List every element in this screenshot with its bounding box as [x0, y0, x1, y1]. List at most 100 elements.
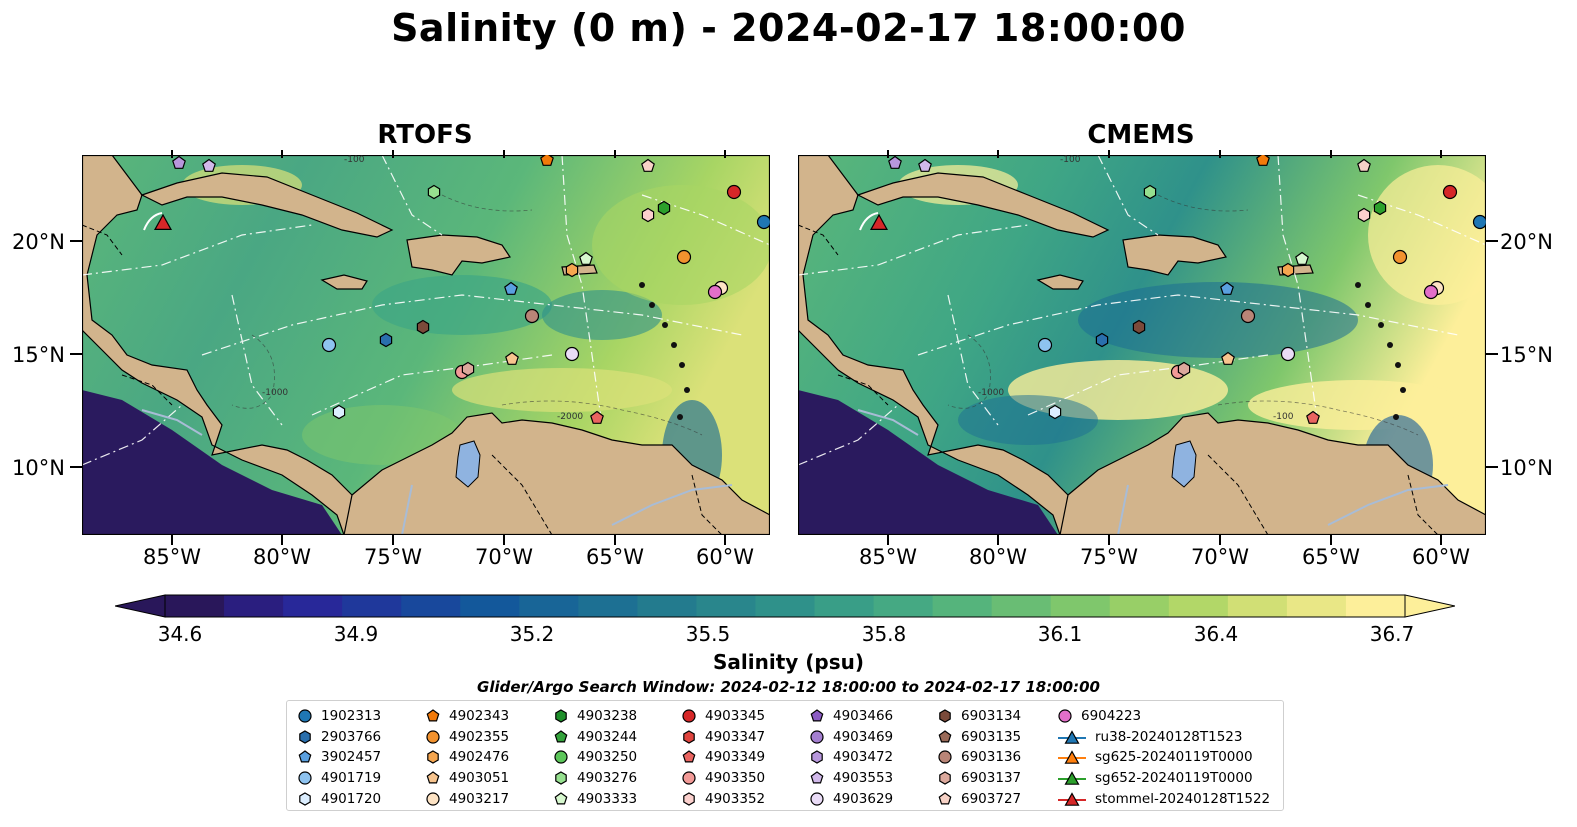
legend-label: 4901719 — [321, 770, 382, 787]
country-borders — [82, 224, 723, 535]
hispaniola — [1122, 234, 1227, 276]
argo-float-marker — [1095, 332, 1109, 348]
legend-column: 4903466 4903469 4903472 4903553 4903629 — [809, 706, 893, 809]
salinity-patch — [592, 185, 770, 305]
legend-item: 4903250 — [553, 747, 637, 768]
argo-float-marker — [416, 319, 430, 335]
legend-label: 4903350 — [705, 770, 766, 787]
legend-item: 6903727 — [937, 788, 1021, 809]
colorbar-segment — [755, 595, 816, 617]
legend-marker-icon — [810, 771, 824, 784]
float-markers — [869, 155, 1486, 424]
argo-float-marker — [657, 200, 671, 216]
legend-label: 4901720 — [321, 790, 382, 807]
colorbar-segment — [401, 595, 461, 617]
argo-float-marker — [461, 361, 475, 377]
map-cmems[interactable]: -100 -1000 -100 — [798, 155, 1486, 535]
bathy-label: -2000 — [557, 412, 583, 422]
legend-marker-icon — [938, 730, 952, 743]
legend-item: 4903244 — [553, 727, 637, 748]
argo-float-marker — [676, 249, 692, 265]
legend-label: 4903276 — [577, 770, 638, 787]
lat-tick-label-left: 15°N — [12, 343, 65, 367]
legend-label: 6903134 — [961, 708, 1022, 725]
colorbar-segment — [1109, 595, 1170, 617]
argo-float-marker — [1220, 281, 1234, 295]
argo-float-marker — [756, 214, 770, 230]
legend-label: 4903466 — [833, 708, 894, 725]
lon-tick-label: 85°W — [143, 545, 201, 569]
legend-item: 6903135 — [937, 727, 1021, 748]
legend-item: 6904223 — [1057, 706, 1270, 727]
legend-item: 4902355 — [425, 727, 509, 748]
salinity-patch — [1368, 165, 1486, 305]
search-window-text: Glider/Argo Search Window: 2024-02-12 18… — [477, 678, 1100, 696]
legend-item: 4903217 — [425, 788, 509, 809]
colorbar-tick-label: 36.7 — [1369, 622, 1415, 646]
legend-label: 4903469 — [833, 728, 894, 745]
legend-label: 6903727 — [961, 790, 1022, 807]
panel-title-rtofs: RTOFS — [377, 120, 473, 150]
legend-column: 6903134 6903135 6903136 6903137 6903727 — [937, 706, 1021, 809]
colorbar-segment — [1050, 595, 1111, 617]
colorbar-segment — [519, 595, 579, 617]
lon-tick-label: 85°W — [859, 545, 917, 569]
argo-float-marker — [379, 332, 393, 348]
argo-float-marker — [1048, 404, 1062, 420]
legend-item: 4901719 — [297, 768, 381, 789]
lon-tick-label: 70°W — [475, 545, 533, 569]
colorbar-segment — [1168, 595, 1229, 617]
colorbar-frame — [164, 594, 1406, 618]
axis-ticks — [70, 150, 1498, 545]
map-rtofs[interactable]: -100 -1000 -2000 — [82, 155, 770, 535]
legend-item: 4903347 — [681, 727, 765, 748]
pacific-ocean — [82, 390, 342, 535]
legend-label: 4903352 — [705, 790, 766, 807]
legend: 1902313 2903766 3902457 4901719 4901720 49023… — [286, 700, 1284, 811]
argo-float-marker — [579, 251, 593, 265]
legend-marker-icon — [426, 792, 440, 806]
legend-item: sg625-20240119T0000 — [1057, 747, 1270, 768]
colorbar-segment — [283, 595, 343, 617]
legend-marker-icon — [682, 709, 696, 723]
colorbar-tick-label: 34.6 — [157, 622, 203, 646]
legend-marker-icon — [427, 750, 439, 765]
legend-label: 4903349 — [705, 749, 766, 766]
panel-title-cmems: CMEMS — [1087, 120, 1195, 150]
cuba — [856, 172, 1110, 238]
colorbar-label: Salinity (psu) — [712, 650, 864, 674]
lon-tick-label: 80°W — [969, 545, 1027, 569]
legend-label: ru38-20240128T1523 — [1095, 728, 1243, 745]
lake-maracaibo — [455, 440, 481, 488]
legend-label: 4903347 — [705, 728, 766, 745]
legend-item: 4902476 — [425, 747, 509, 768]
colorbar-segment — [873, 595, 934, 617]
legend-item: 1902313 — [297, 706, 381, 727]
argo-float-marker — [590, 410, 604, 424]
lon-tick-label: 60°W — [696, 545, 754, 569]
legend-marker-icon — [1058, 771, 1086, 785]
lesser-antilles — [1355, 282, 1406, 420]
bathy-label: -100 — [1060, 155, 1081, 165]
salinity-patch — [958, 395, 1098, 445]
legend-marker-icon — [554, 730, 568, 743]
argo-float-marker — [1143, 184, 1157, 200]
jamaica — [320, 274, 368, 290]
south-america — [343, 412, 770, 535]
legend-label: 6903137 — [961, 770, 1022, 787]
legend-marker-icon — [426, 771, 440, 784]
lesser-antilles — [639, 282, 690, 420]
legend-item: sg652-20240119T0000 — [1057, 768, 1270, 789]
argo-float-marker — [564, 346, 580, 362]
legend-item: 6903137 — [937, 768, 1021, 789]
glider-track — [859, 212, 879, 231]
legend-label: 4902355 — [449, 728, 510, 745]
argo-float-marker — [540, 155, 554, 166]
argo-float-marker — [641, 158, 655, 172]
legend-item: 4903276 — [553, 768, 637, 789]
colorbar-tick-label: 36.4 — [1193, 622, 1239, 646]
cuba — [140, 172, 394, 238]
legend-marker-icon — [683, 791, 695, 806]
legend-label: 4902476 — [449, 749, 510, 766]
lon-tick-label: 75°W — [364, 545, 422, 569]
